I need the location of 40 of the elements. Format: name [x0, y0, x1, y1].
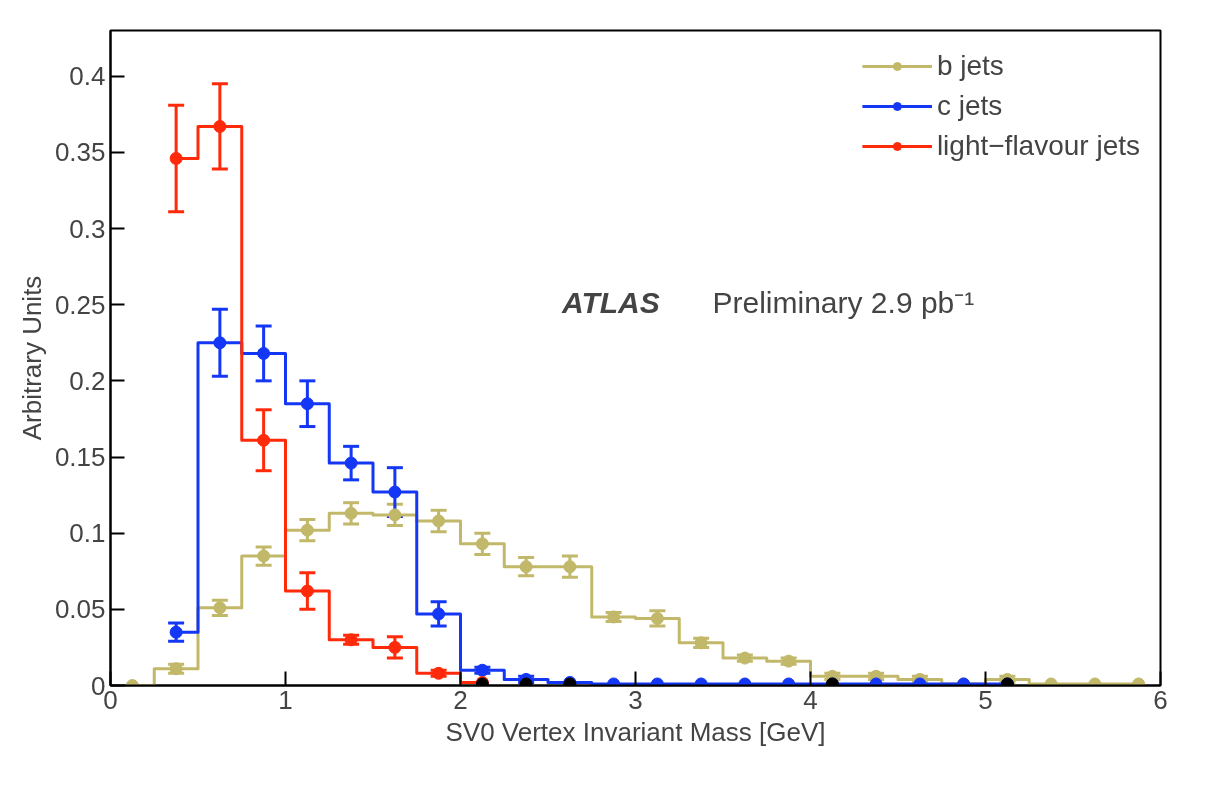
point — [519, 560, 533, 574]
y-tick-label: 0.2 — [69, 365, 106, 396]
legend-label: light−flavour jets — [936, 130, 1140, 162]
point — [344, 506, 358, 520]
legend-label: c jets — [936, 90, 1003, 122]
point — [169, 625, 183, 639]
y-tick-label: 0.35 — [54, 137, 106, 168]
x-axis-title: SV0 Vertex Invariant Mass [GeV] — [445, 716, 826, 747]
x-tick-label: 3 — [628, 684, 643, 715]
x-tick-label: 4 — [803, 684, 818, 715]
y-tick-label: 0.1 — [69, 518, 106, 549]
point — [300, 584, 314, 598]
point — [213, 336, 227, 350]
point — [388, 508, 402, 522]
point — [300, 523, 314, 537]
point — [388, 485, 402, 499]
point — [169, 151, 183, 165]
point — [300, 397, 314, 411]
x-tick-label: 2 — [453, 684, 468, 715]
y-tick-label: 0.05 — [54, 594, 106, 625]
point — [475, 537, 489, 551]
x-tick-label: 5 — [978, 684, 993, 715]
point — [257, 346, 271, 360]
y-axis-title: Arbitrary Units — [16, 275, 47, 441]
text: ATLAS Preliminary 2.9 pb⁻¹ — [562, 285, 975, 319]
y-tick-label: 0.25 — [54, 289, 106, 320]
x-tick-label: 1 — [278, 684, 293, 715]
y-tick-label: 0.15 — [54, 442, 106, 473]
y-tick-label: 0.4 — [69, 61, 106, 92]
point — [563, 560, 577, 574]
point — [213, 119, 227, 133]
point — [257, 549, 271, 563]
y-tick-label: 0.3 — [69, 213, 106, 244]
point — [432, 607, 446, 621]
point — [344, 456, 358, 470]
legend-label: b jets — [936, 50, 1004, 82]
point — [257, 433, 271, 447]
point — [432, 514, 446, 528]
x-tick-label: 6 — [1153, 684, 1168, 715]
point — [388, 640, 402, 654]
